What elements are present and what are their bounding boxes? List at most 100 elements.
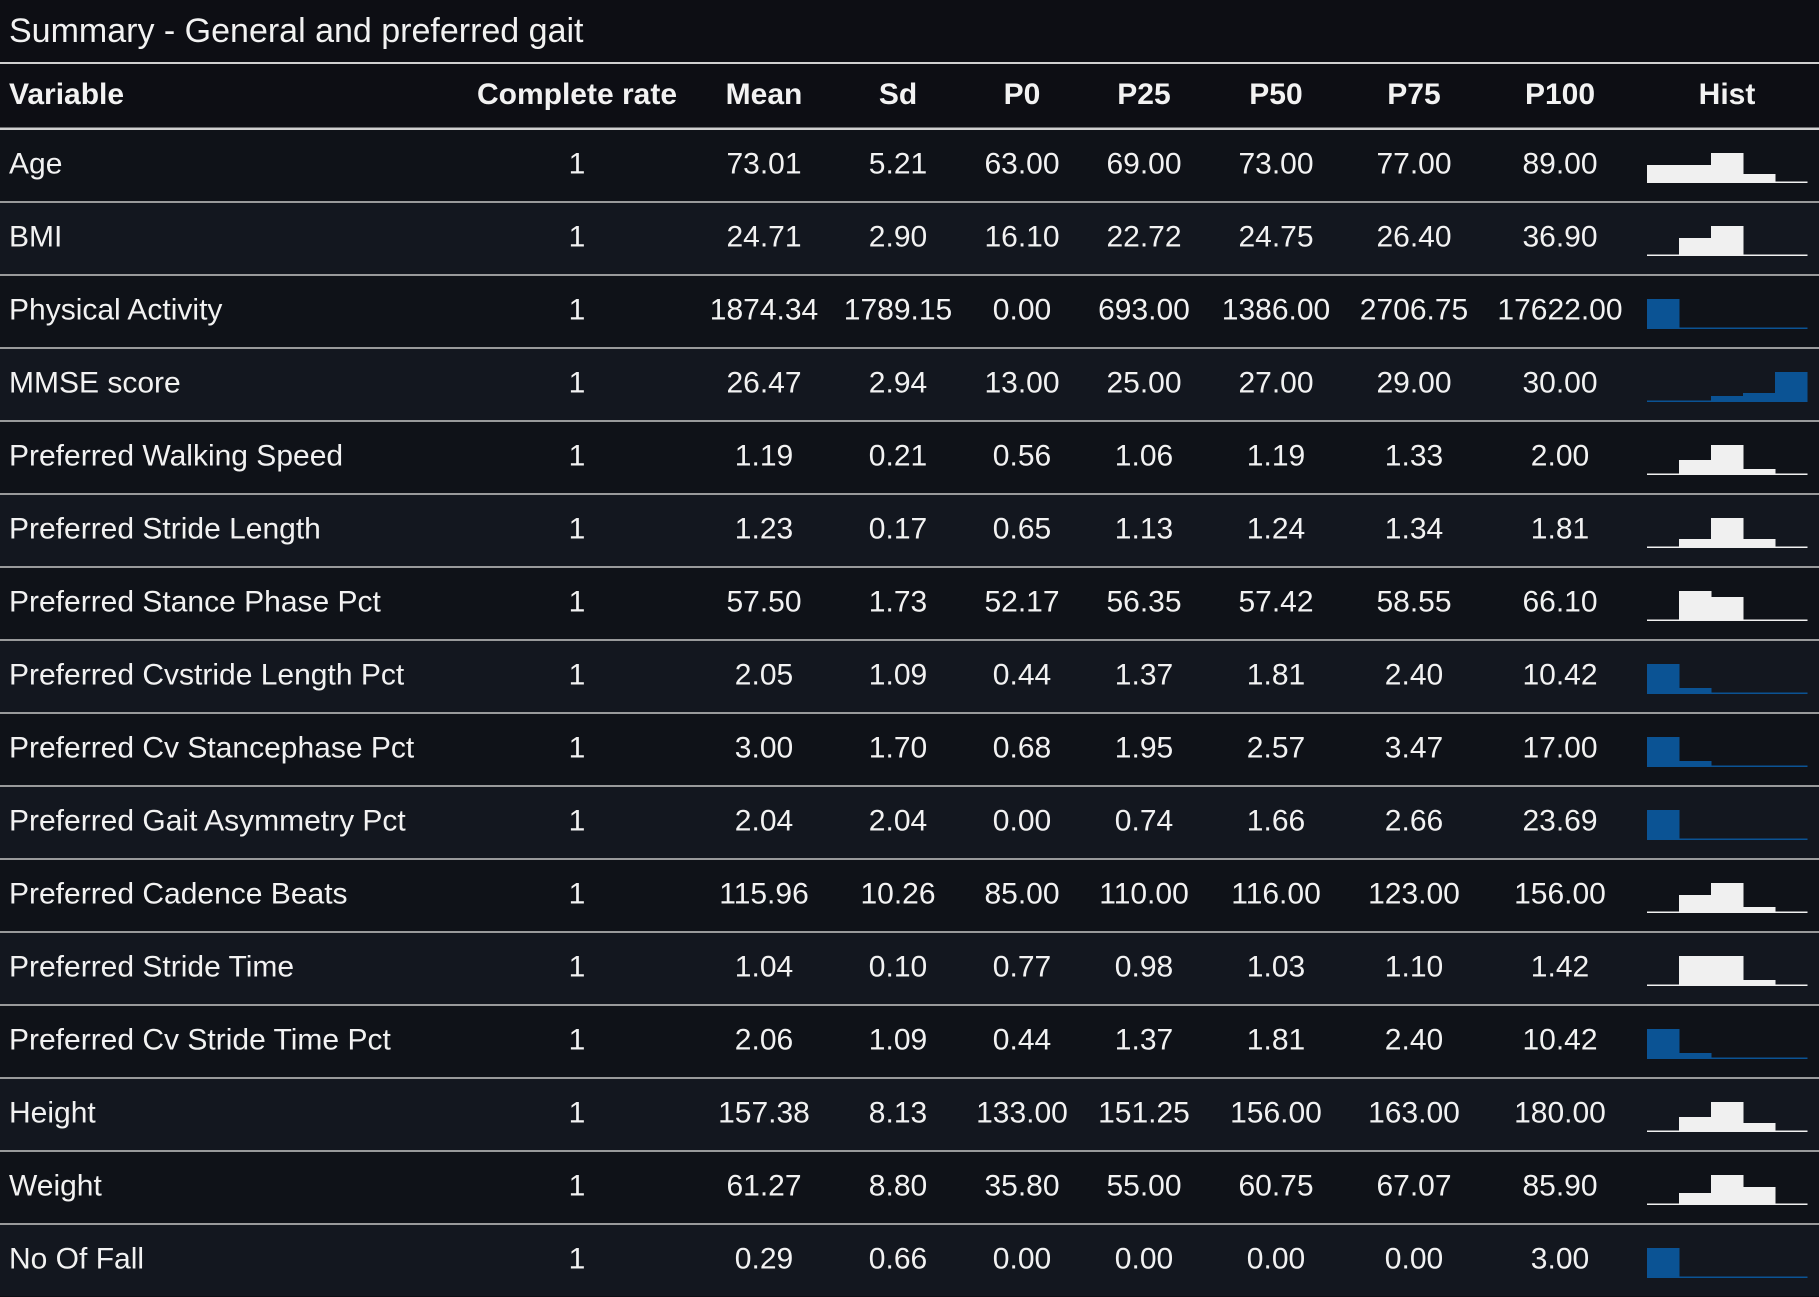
value-cell: 26.47 bbox=[726, 366, 801, 399]
value-cell: 1874.34 bbox=[710, 293, 818, 326]
value-cell: 0.00 bbox=[1247, 1242, 1305, 1275]
value-cell: 73.01 bbox=[726, 147, 801, 180]
hist-bar bbox=[1647, 546, 1680, 548]
row-background bbox=[0, 130, 1819, 201]
value-cell: 2.90 bbox=[869, 220, 927, 253]
hist-bar bbox=[1775, 473, 1808, 475]
hist-bar bbox=[1679, 400, 1712, 402]
value-cell: 1 bbox=[569, 877, 586, 910]
column-header: P100 bbox=[1525, 78, 1595, 111]
value-cell: 2.00 bbox=[1531, 439, 1589, 472]
value-cell: 2.66 bbox=[1385, 804, 1443, 837]
hist-bar bbox=[1711, 226, 1744, 256]
hist-bar bbox=[1743, 619, 1776, 621]
value-cell: 1.10 bbox=[1385, 950, 1443, 983]
value-cell: 58.55 bbox=[1376, 585, 1451, 618]
hist-bar bbox=[1647, 984, 1680, 986]
value-cell: 0.66 bbox=[869, 1242, 927, 1275]
value-cell: 1.13 bbox=[1115, 512, 1173, 545]
hist-bar bbox=[1647, 165, 1680, 183]
value-cell: 1 bbox=[569, 1096, 586, 1129]
value-cell: 1789.15 bbox=[844, 293, 952, 326]
value-cell: 156.00 bbox=[1514, 877, 1606, 910]
value-cell: 61.27 bbox=[726, 1169, 801, 1202]
value-cell: 1.81 bbox=[1247, 1023, 1305, 1056]
value-cell: 133.00 bbox=[976, 1096, 1068, 1129]
value-cell: 1 bbox=[569, 1169, 586, 1202]
value-cell: 0.29 bbox=[735, 1242, 793, 1275]
hist-bar bbox=[1775, 1130, 1808, 1132]
hist-bar bbox=[1711, 692, 1744, 694]
hist-bar bbox=[1679, 895, 1712, 913]
hist-bar bbox=[1647, 1203, 1680, 1205]
value-cell: 0.00 bbox=[1385, 1242, 1443, 1275]
value-cell: 2.04 bbox=[735, 804, 793, 837]
hist-bar bbox=[1743, 980, 1776, 986]
value-cell: 1 bbox=[569, 512, 586, 545]
hist-bar bbox=[1711, 765, 1744, 767]
variable-cell: Preferred Gait Asymmetry Pct bbox=[9, 804, 406, 837]
hist-bar bbox=[1647, 299, 1680, 329]
hist-bar bbox=[1679, 460, 1712, 475]
hist-bar bbox=[1775, 372, 1808, 402]
hist-bar bbox=[1679, 838, 1712, 840]
hist-bar bbox=[1679, 539, 1712, 548]
hist-bar bbox=[1679, 761, 1712, 767]
value-cell: 1.73 bbox=[869, 585, 927, 618]
hist-bar bbox=[1679, 1117, 1712, 1132]
value-cell: 0.74 bbox=[1115, 804, 1173, 837]
hist-bar bbox=[1711, 518, 1744, 548]
value-cell: 1.19 bbox=[1247, 439, 1305, 472]
value-cell: 10.42 bbox=[1522, 658, 1597, 691]
value-cell: 1 bbox=[569, 1023, 586, 1056]
value-cell: 2.04 bbox=[869, 804, 927, 837]
hist-bar bbox=[1775, 1276, 1808, 1278]
value-cell: 693.00 bbox=[1098, 293, 1190, 326]
value-cell: 24.75 bbox=[1238, 220, 1313, 253]
value-cell: 2.57 bbox=[1247, 731, 1305, 764]
hist-bar bbox=[1711, 1102, 1744, 1132]
hist-bar bbox=[1743, 765, 1776, 767]
value-cell: 1.06 bbox=[1115, 439, 1173, 472]
hist-bar bbox=[1775, 181, 1808, 183]
value-cell: 57.50 bbox=[726, 585, 801, 618]
hist-bar bbox=[1743, 907, 1776, 913]
value-cell: 67.07 bbox=[1376, 1169, 1451, 1202]
row-background bbox=[0, 203, 1819, 274]
value-cell: 0.00 bbox=[993, 804, 1051, 837]
hist-bar bbox=[1743, 469, 1776, 475]
hist-bar bbox=[1647, 400, 1680, 402]
hist-bar bbox=[1775, 692, 1808, 694]
value-cell: 1 bbox=[569, 293, 586, 326]
row-background bbox=[0, 933, 1819, 1004]
hist-bar bbox=[1711, 956, 1744, 986]
value-cell: 0.68 bbox=[993, 731, 1051, 764]
hist-bar bbox=[1743, 692, 1776, 694]
column-header: Complete rate bbox=[477, 78, 677, 111]
value-cell: 1.66 bbox=[1247, 804, 1305, 837]
variable-cell: MMSE score bbox=[9, 366, 181, 399]
hist-bar bbox=[1743, 254, 1776, 256]
column-header: Hist bbox=[1699, 78, 1756, 111]
row-background bbox=[0, 349, 1819, 420]
value-cell: 1.34 bbox=[1385, 512, 1443, 545]
hist-bar bbox=[1647, 1029, 1680, 1059]
value-cell: 1.09 bbox=[869, 658, 927, 691]
variable-cell: Preferred Cv Stancephase Pct bbox=[9, 731, 415, 764]
value-cell: 180.00 bbox=[1514, 1096, 1606, 1129]
hist-bar bbox=[1711, 1057, 1744, 1059]
value-cell: 8.13 bbox=[869, 1096, 927, 1129]
hist-bar bbox=[1711, 396, 1744, 402]
hist-bar bbox=[1679, 1276, 1712, 1278]
row-background bbox=[0, 860, 1819, 931]
value-cell: 24.71 bbox=[726, 220, 801, 253]
value-cell: 1 bbox=[569, 1242, 586, 1275]
row-background bbox=[0, 568, 1819, 639]
column-header: P0 bbox=[1004, 78, 1041, 111]
hist-bar bbox=[1711, 327, 1744, 329]
value-cell: 1.24 bbox=[1247, 512, 1305, 545]
hist-bar bbox=[1679, 591, 1712, 621]
row-background bbox=[0, 1006, 1819, 1077]
